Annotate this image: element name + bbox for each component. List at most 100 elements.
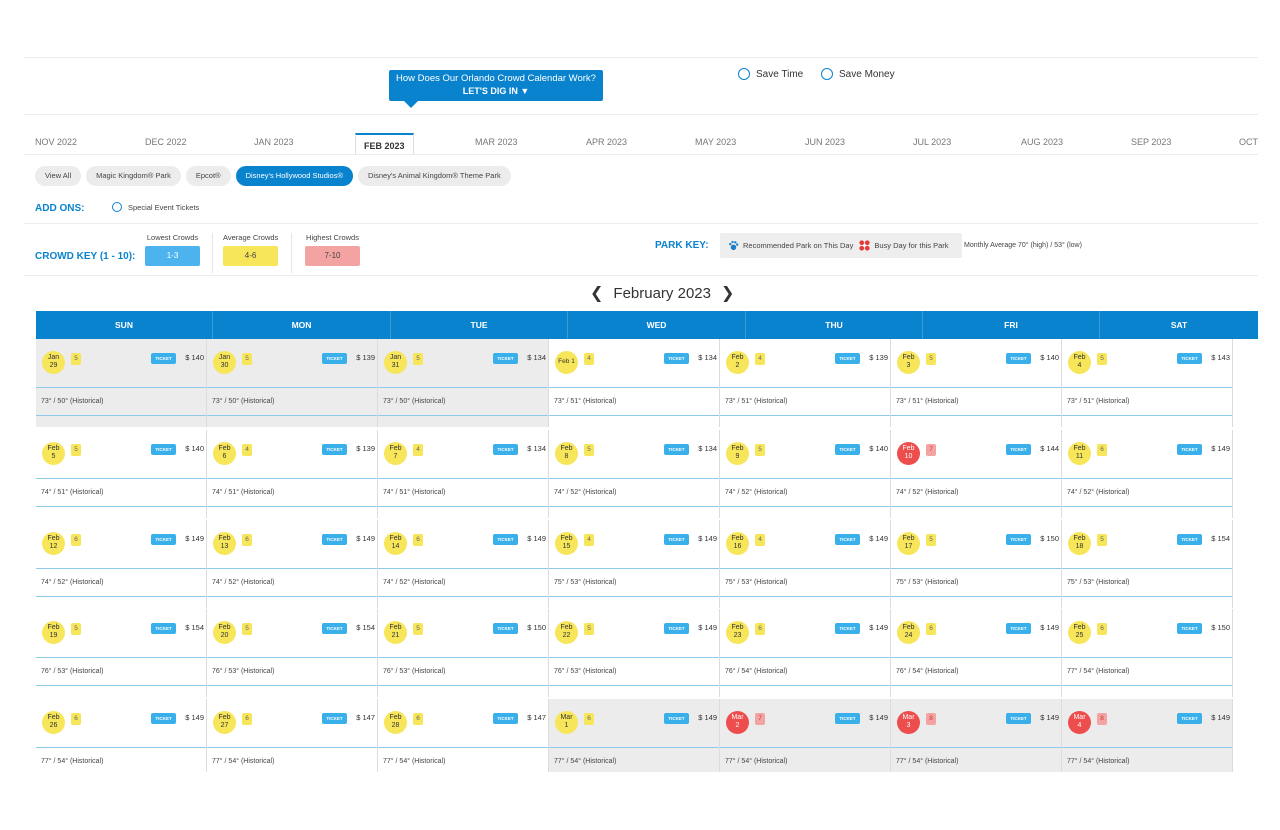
calendar-day-cell[interactable]: Feb 2 4 TICKET $ 139 73° / 51° (Historical) <box>720 339 891 427</box>
park-filter-animal-kingdom[interactable]: Disney's Animal Kingdom® Theme Park <box>358 166 511 186</box>
calendar-day-cell[interactable]: Feb 21 5 TICKET $ 150 76° / 53° (Historical) <box>378 609 549 697</box>
ticket-icon[interactable]: TICKET <box>664 353 689 364</box>
tab-jun-2023[interactable]: JUN 2023 <box>805 137 846 147</box>
tooltip-arrow <box>404 101 418 108</box>
calendar-day-cell[interactable]: Feb 23 6 TICKET $ 149 76° / 54° (Historical) <box>720 609 891 697</box>
crowd-score-badge: 5 <box>584 444 594 456</box>
save-money-radio[interactable] <box>821 68 833 80</box>
addons-divider <box>24 223 1258 224</box>
park-filter-epcot[interactable]: Epcot® <box>185 166 231 186</box>
tab-apr-2023[interactable]: APR 2023 <box>586 137 628 147</box>
calendar-day-cell[interactable]: Feb 27 6 TICKET $ 147 77° / 54° (Historical) <box>207 699 378 772</box>
special-event-tickets-option[interactable]: Special Event Tickets <box>112 202 199 212</box>
calendar-day-cell[interactable]: Feb 28 6 TICKET $ 147 77° / 54° (Historical) <box>378 699 549 772</box>
calendar-day-cell[interactable]: Jan 31 5 TICKET $ 134 73° / 50° (Historical) <box>378 339 549 427</box>
calendar-day-cell[interactable]: Feb 8 5 TICKET $ 134 74° / 52° (Historical) <box>549 430 720 518</box>
ticket-icon[interactable]: TICKET <box>664 713 689 724</box>
ticket-icon[interactable]: TICKET <box>664 623 689 634</box>
save-time-radio[interactable] <box>738 68 750 80</box>
calendar-day-cell[interactable]: Feb 4 5 TICKET $ 143 73° / 51° (Historical) <box>1062 339 1233 427</box>
ticket-icon[interactable]: TICKET <box>1006 444 1031 455</box>
tab-jan-2023[interactable]: JAN 2023 <box>254 137 294 147</box>
ticket-icon[interactable]: TICKET <box>151 623 176 634</box>
calendar-day-cell[interactable]: Feb 17 5 TICKET $ 150 75° / 53° (Historical) <box>891 520 1062 608</box>
calendar-day-cell[interactable]: Feb 18 5 TICKET $ 154 75° / 53° (Historical) <box>1062 520 1233 608</box>
save-money-option[interactable]: Save Money <box>821 68 895 80</box>
tab-may-2023[interactable]: MAY 2023 <box>695 137 737 147</box>
calendar-day-cell[interactable]: Feb 14 6 TICKET $ 149 74° / 52° (Historical) <box>378 520 549 608</box>
ticket-icon[interactable]: TICKET <box>835 623 860 634</box>
calendar-day-cell[interactable]: Feb 24 6 TICKET $ 149 76° / 54° (Historical) <box>891 609 1062 697</box>
ticket-icon[interactable]: TICKET <box>664 534 689 545</box>
ticket-icon[interactable]: TICKET <box>1006 534 1031 545</box>
tab-jul-2023[interactable]: JUL 2023 <box>913 137 952 147</box>
ticket-icon[interactable]: TICKET <box>1006 713 1031 724</box>
tab-sep-2023[interactable]: SEP 2023 <box>1131 137 1172 147</box>
ticket-icon[interactable]: TICKET <box>1006 353 1031 364</box>
ticket-icon[interactable]: TICKET <box>664 444 689 455</box>
ticket-icon[interactable]: TICKET <box>835 534 860 545</box>
calendar-day-cell[interactable]: Feb 25 6 TICKET $ 150 77° / 54° (Historical) <box>1062 609 1233 697</box>
ticket-icon[interactable]: TICKET <box>835 713 860 724</box>
calendar-day-cell[interactable]: Feb 22 5 TICKET $ 149 76° / 53° (Historical) <box>549 609 720 697</box>
ticket-icon[interactable]: TICKET <box>322 623 347 634</box>
special-event-tickets-radio[interactable] <box>112 202 122 212</box>
ticket-icon[interactable]: TICKET <box>322 534 347 545</box>
ticket-icon[interactable]: TICKET <box>322 444 347 455</box>
calendar-day-cell[interactable]: Feb 16 4 TICKET $ 149 75° / 53° (Historical) <box>720 520 891 608</box>
park-filter-hollywood-studios[interactable]: Disney's Hollywood Studios® <box>235 166 354 186</box>
ticket-icon[interactable]: TICKET <box>151 713 176 724</box>
ticket-icon[interactable]: TICKET <box>322 713 347 724</box>
next-month-chevron-icon[interactable]: ❯ <box>720 285 735 302</box>
calendar-day-cell[interactable]: Feb 19 5 TICKET $ 154 76° / 53° (Historical) <box>36 609 207 697</box>
calendar-day-cell[interactable]: Feb 15 4 TICKET $ 149 75° / 53° (Historical) <box>549 520 720 608</box>
tab-dec-2022[interactable]: DEC 2022 <box>145 137 187 147</box>
ticket-icon[interactable]: TICKET <box>493 534 518 545</box>
calendar-day-cell[interactable]: Mar 1 6 TICKET $ 149 77° / 54° (Historical) <box>549 699 720 772</box>
ticket-icon[interactable]: TICKET <box>493 353 518 364</box>
how-it-works-button[interactable]: How Does Our Orlando Crowd Calendar Work… <box>389 70 603 108</box>
ticket-icon[interactable]: TICKET <box>151 444 176 455</box>
calendar-day-cell[interactable]: Mar 3 8 TICKET $ 149 77° / 54° (Historical) <box>891 699 1062 772</box>
ticket-icon[interactable]: TICKET <box>1177 713 1202 724</box>
prev-month-chevron-icon[interactable]: ❮ <box>590 285 604 302</box>
ticket-icon[interactable]: TICKET <box>151 534 176 545</box>
ticket-icon[interactable]: TICKET <box>322 353 347 364</box>
ticket-icon[interactable]: TICKET <box>493 713 518 724</box>
ticket-icon[interactable]: TICKET <box>151 353 176 364</box>
park-filter-view-all[interactable]: View All <box>35 166 82 186</box>
calendar-day-cell[interactable]: Feb 9 5 TICKET $ 140 74° / 52° (Historical) <box>720 430 891 518</box>
tab-feb-2023[interactable]: FEB 2023 <box>355 133 414 155</box>
tab-nov-2022[interactable]: NOV 2022 <box>35 137 78 147</box>
calendar-day-cell[interactable]: Feb 26 6 TICKET $ 149 77° / 54° (Historical) <box>36 699 207 772</box>
ticket-icon[interactable]: TICKET <box>1006 623 1031 634</box>
day-number: 24 <box>904 632 913 639</box>
calendar-day-cell[interactable]: Jan 30 5 TICKET $ 139 73° / 50° (Historical) <box>207 339 378 427</box>
calendar-day-cell[interactable]: Feb 3 5 TICKET $ 140 73° / 51° (Historical) <box>891 339 1062 427</box>
calendar-day-cell[interactable]: Feb 10 7 TICKET $ 144 74° / 52° (Historical) <box>891 430 1062 518</box>
ticket-icon[interactable]: TICKET <box>835 444 860 455</box>
calendar-day-cell[interactable]: Feb 7 4 TICKET $ 134 74° / 51° (Historical) <box>378 430 549 518</box>
ticket-icon[interactable]: TICKET <box>835 353 860 364</box>
calendar-day-cell[interactable]: Feb 12 6 TICKET $ 149 74° / 52° (Historical) <box>36 520 207 608</box>
calendar-day-cell[interactable]: Feb 1 4 TICKET $ 134 73° / 51° (Historical) <box>549 339 720 427</box>
calendar-day-cell[interactable]: Feb 11 6 TICKET $ 149 74° / 52° (Historical) <box>1062 430 1233 518</box>
calendar-day-cell[interactable]: Jan 29 5 TICKET $ 140 73° / 50° (Historical) <box>36 339 207 427</box>
calendar-day-cell[interactable]: Feb 5 5 TICKET $ 140 74° / 51° (Historical) <box>36 430 207 518</box>
tab-oct-2023[interactable]: OCT <box>1239 137 1258 147</box>
ticket-icon[interactable]: TICKET <box>1177 353 1202 364</box>
ticket-icon[interactable]: TICKET <box>1177 444 1202 455</box>
ticket-icon[interactable]: TICKET <box>1177 534 1202 545</box>
calendar-day-cell[interactable]: Feb 13 6 TICKET $ 149 74° / 52° (Historical) <box>207 520 378 608</box>
park-filter-magic-kingdom[interactable]: Magic Kingdom® Park <box>86 166 181 186</box>
tab-mar-2023[interactable]: MAR 2023 <box>475 137 518 147</box>
calendar-day-cell[interactable]: Mar 4 8 TICKET $ 149 77° / 54° (Historical) <box>1062 699 1233 772</box>
ticket-icon[interactable]: TICKET <box>1177 623 1202 634</box>
save-time-option[interactable]: Save Time <box>738 68 803 80</box>
tab-aug-2023[interactable]: AUG 2023 <box>1021 137 1064 147</box>
calendar-day-cell[interactable]: Feb 6 4 TICKET $ 139 74° / 51° (Historical) <box>207 430 378 518</box>
ticket-icon[interactable]: TICKET <box>493 444 518 455</box>
ticket-icon[interactable]: TICKET <box>493 623 518 634</box>
calendar-day-cell[interactable]: Mar 2 7 TICKET $ 149 77° / 54° (Historical) <box>720 699 891 772</box>
calendar-day-cell[interactable]: Feb 20 5 TICKET $ 154 76° / 53° (Historical) <box>207 609 378 697</box>
